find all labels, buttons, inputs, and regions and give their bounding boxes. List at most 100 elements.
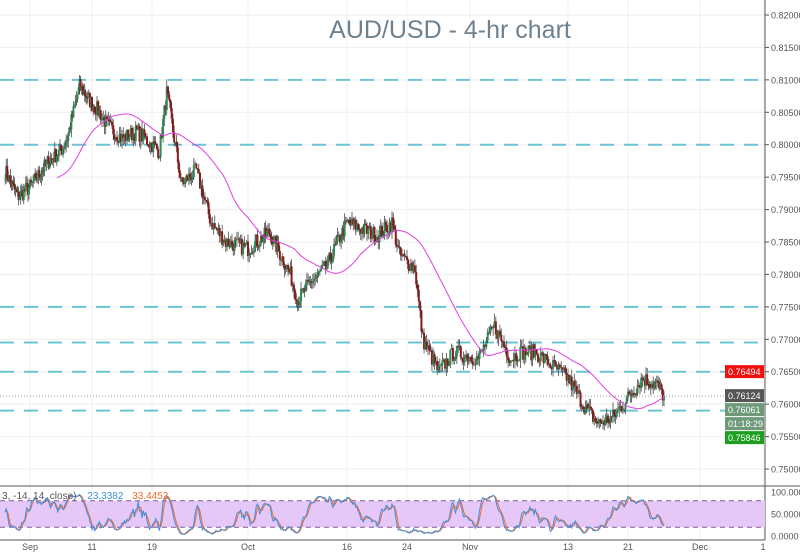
- candle-body: [550, 367, 553, 370]
- candle-body: [645, 374, 647, 386]
- candle-body: [505, 348, 508, 357]
- stochastic-band: [0, 500, 765, 528]
- candle-body: [363, 223, 366, 234]
- candle-body: [417, 289, 420, 302]
- candle-body: [402, 253, 405, 256]
- price-label: 0.76124: [728, 391, 761, 401]
- candle-body: [66, 140, 69, 142]
- candle-body: [589, 406, 592, 408]
- candle-body: [33, 174, 36, 182]
- candle-body: [572, 381, 574, 391]
- candle-body: [602, 421, 604, 424]
- candle-body: [71, 114, 74, 118]
- candle-body: [131, 128, 133, 141]
- price-label: 0.76494: [728, 367, 761, 377]
- candle-body: [488, 332, 491, 334]
- candle-body: [289, 266, 292, 273]
- candle-body: [351, 218, 353, 226]
- candle-body: [133, 133, 136, 141]
- candle-body: [567, 374, 569, 381]
- candle-body: [348, 219, 351, 224]
- candle-body: [99, 110, 102, 121]
- candle-body: [500, 334, 503, 341]
- candle-body: [271, 243, 274, 245]
- candle-body: [582, 406, 584, 410]
- candle-body: [179, 172, 182, 178]
- chart-title: AUD/USD - 4-hr chart: [329, 16, 571, 44]
- candle-body: [88, 93, 91, 108]
- candle-body: [434, 361, 437, 364]
- candle-body: [543, 354, 546, 363]
- candle-body: [45, 160, 48, 165]
- candle-body: [482, 344, 485, 351]
- candle-body: [127, 129, 130, 140]
- candle-body: [227, 238, 230, 247]
- candle-body: [117, 140, 120, 144]
- candle-body: [627, 391, 629, 398]
- candle-body: [327, 255, 330, 266]
- candle-body: [588, 406, 591, 409]
- candle-body: [277, 241, 280, 251]
- candle-body: [437, 365, 440, 371]
- candle-body: [413, 265, 416, 272]
- candle-body: [585, 403, 588, 407]
- candle-body: [624, 403, 627, 409]
- candle-body: [7, 178, 10, 182]
- candle-body: [275, 236, 278, 252]
- candle-body: [356, 223, 358, 231]
- candle-body: [136, 125, 138, 130]
- candle-body: [85, 97, 88, 99]
- candle-body: [594, 417, 597, 422]
- candle-body: [509, 361, 512, 363]
- candle-body: [597, 422, 599, 424]
- stochastic-tick-label: 0.0000: [771, 532, 799, 542]
- candle-body: [119, 134, 122, 142]
- candle-body: [8, 175, 11, 182]
- candle-body: [580, 406, 583, 408]
- candle-body: [250, 252, 253, 254]
- candle-body: [619, 406, 622, 408]
- candle-body: [635, 393, 638, 395]
- candle-body: [404, 256, 407, 258]
- candle-body: [450, 348, 453, 350]
- candle-body: [584, 406, 587, 414]
- candle-body: [126, 129, 128, 141]
- candle-body: [98, 110, 101, 116]
- candle-body: [159, 134, 162, 158]
- candle-body: [6, 166, 9, 179]
- candle-body: [513, 353, 516, 362]
- candle-body: [593, 417, 596, 422]
- candle-body: [528, 345, 531, 348]
- candle-body: [341, 227, 344, 240]
- price-label-badge: [725, 403, 764, 417]
- candle-body: [295, 299, 298, 305]
- candle-body: [329, 252, 332, 261]
- candle-body: [124, 134, 127, 141]
- candle-body: [493, 321, 496, 328]
- candle-body: [629, 393, 632, 397]
- candle-body: [391, 217, 393, 232]
- candle-body: [69, 127, 72, 130]
- candle-body: [310, 281, 313, 284]
- candle-body: [554, 361, 557, 366]
- candle-body: [83, 90, 86, 96]
- candle-body: [660, 384, 663, 390]
- price-label: 0.75846: [728, 433, 761, 443]
- candle-body: [574, 386, 577, 388]
- candle-body: [9, 175, 12, 181]
- candle-body: [322, 264, 325, 266]
- candle-body: [605, 415, 608, 418]
- candle-body: [29, 180, 31, 188]
- candle-body: [325, 265, 328, 269]
- candle-body: [516, 360, 519, 362]
- candle-body: [542, 353, 545, 363]
- candle-body: [423, 332, 426, 350]
- candle-body: [382, 234, 385, 237]
- candle-body: [167, 86, 169, 95]
- candle-body: [416, 284, 419, 290]
- candle-body: [75, 99, 78, 102]
- candle-body: [78, 79, 81, 88]
- candle-body: [461, 357, 464, 360]
